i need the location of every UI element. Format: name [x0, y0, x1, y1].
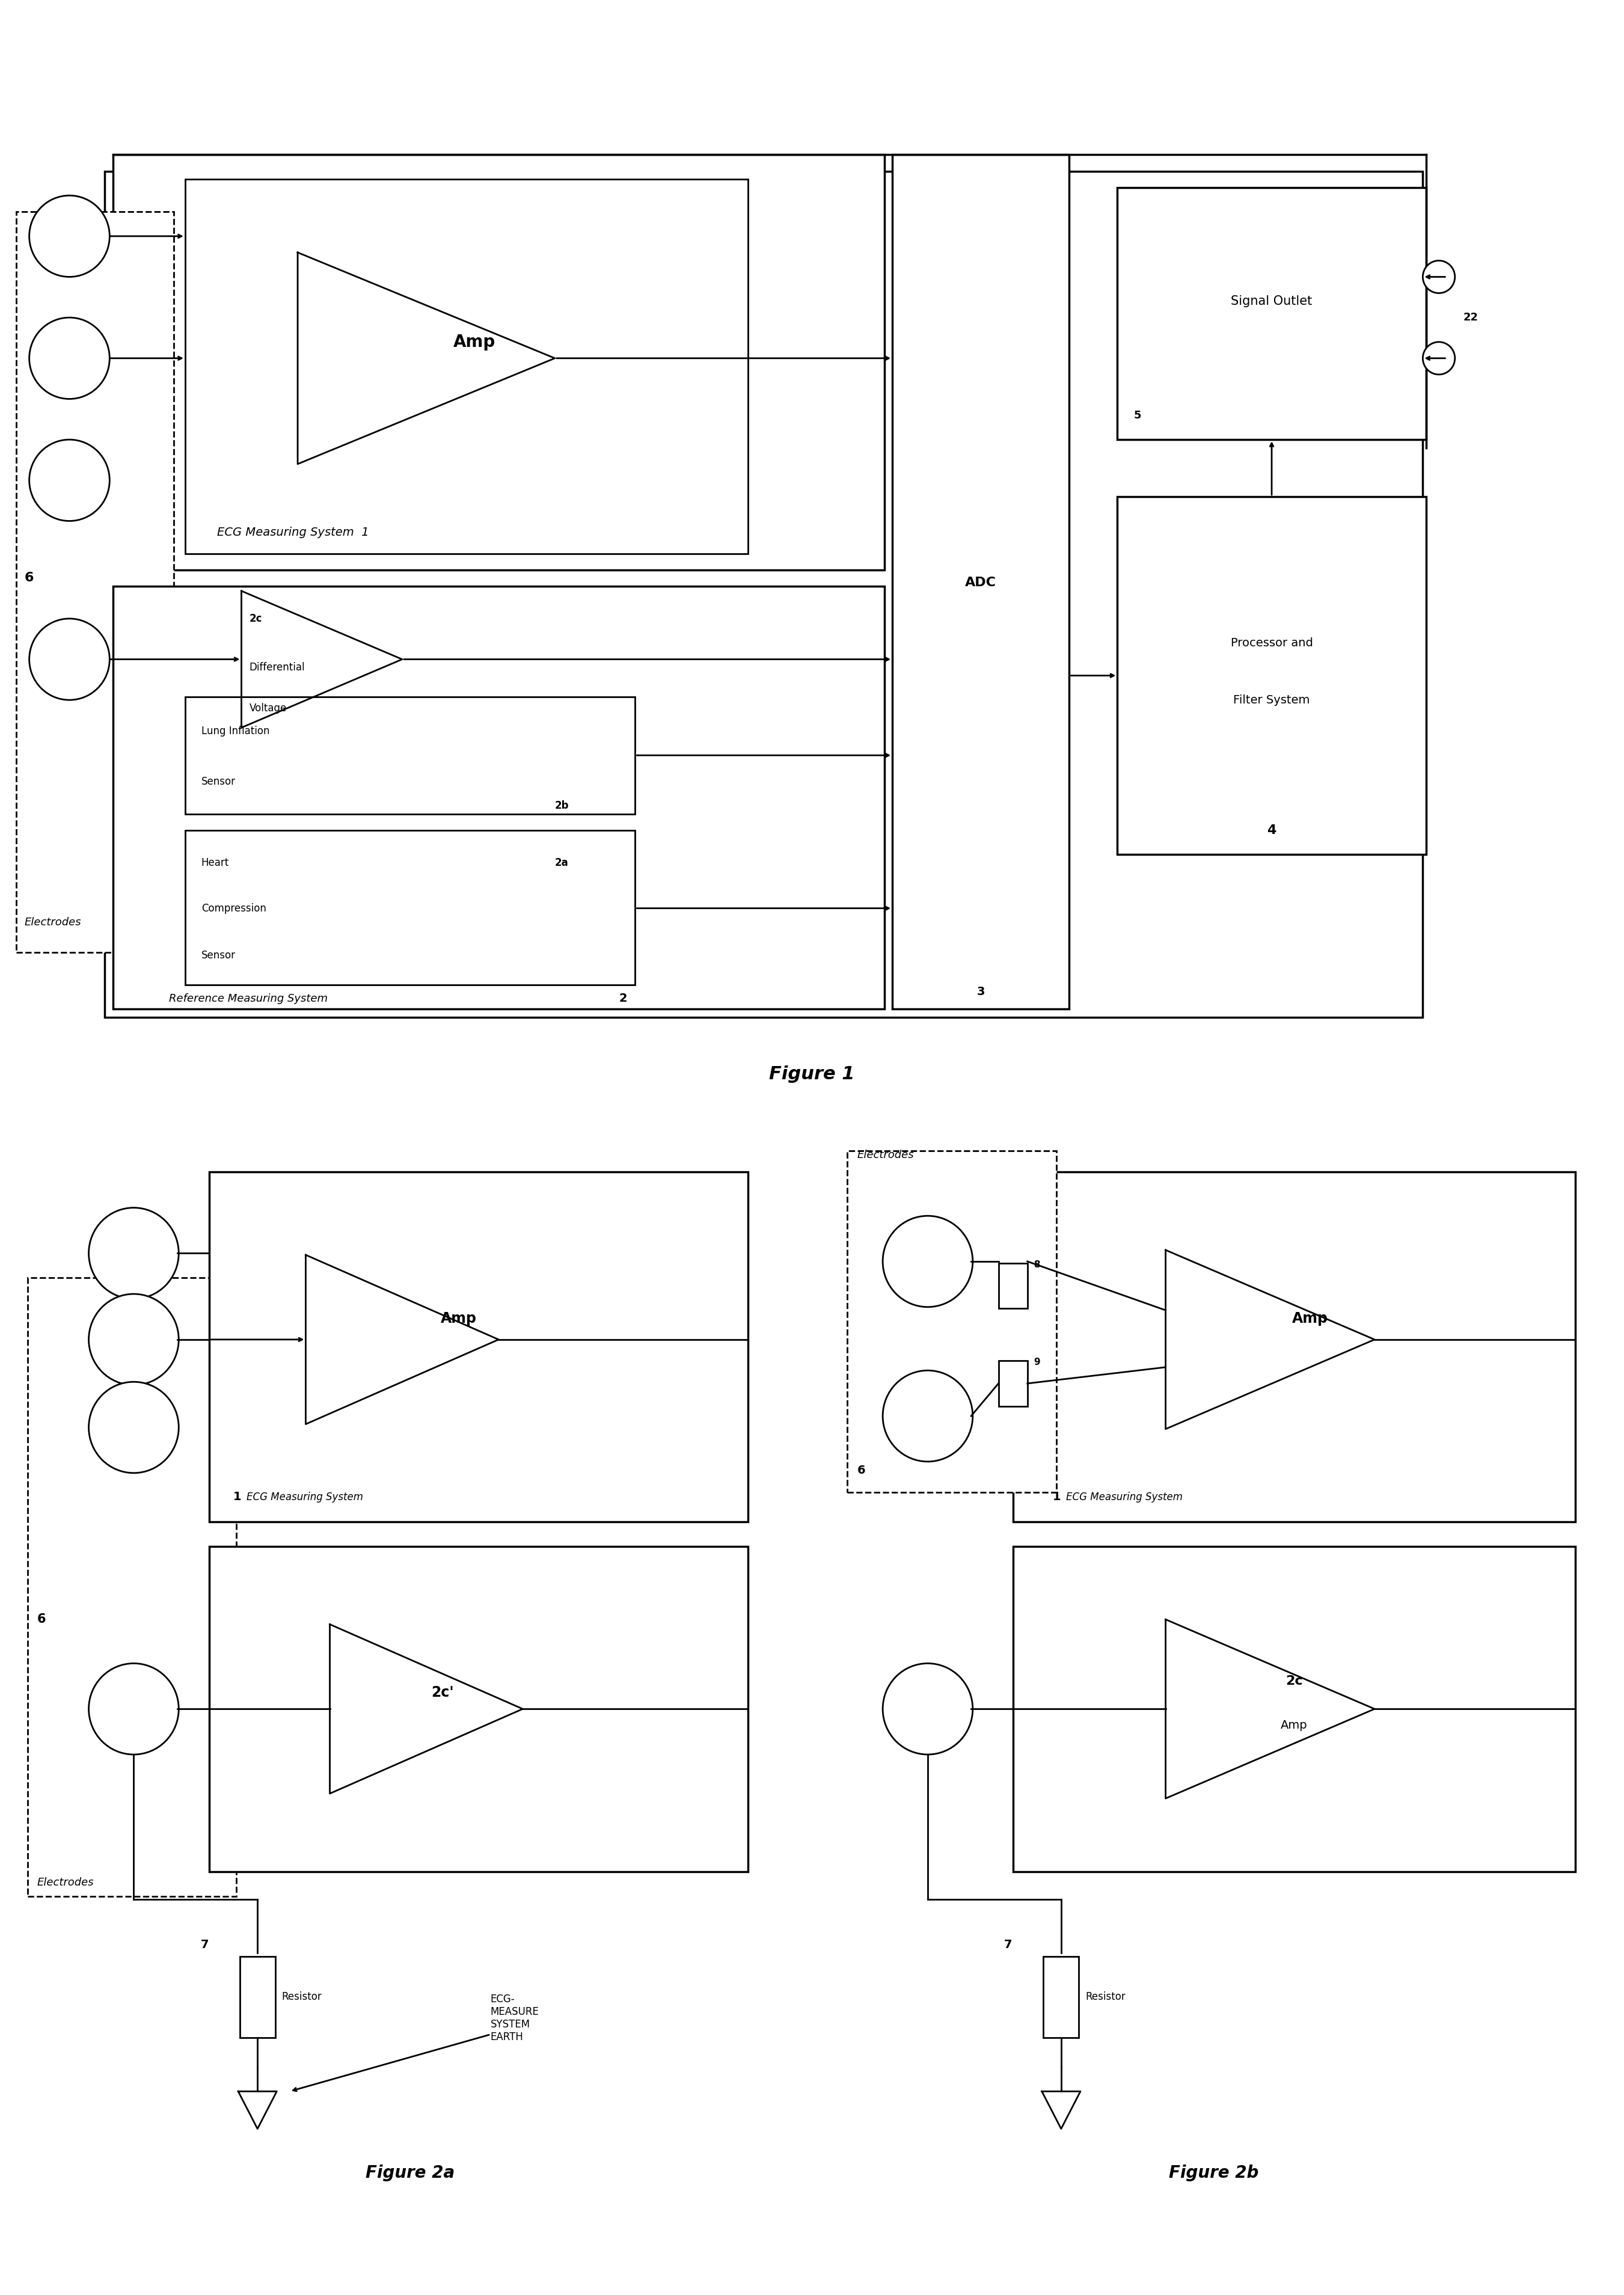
Circle shape — [883, 1664, 973, 1753]
Text: Filter System: Filter System — [1233, 695, 1311, 705]
Bar — [185, 179, 747, 553]
Text: 2: 2 — [619, 994, 627, 1005]
Bar — [209, 1547, 747, 1873]
Text: ECG-
MEASURE
SYSTEM
EARTH: ECG- MEASURE SYSTEM EARTH — [490, 1994, 539, 2043]
Text: Lung Inflation: Lung Inflation — [201, 725, 270, 737]
Bar — [28, 1278, 237, 1896]
Text: 7: 7 — [1004, 1939, 1012, 1951]
Circle shape — [883, 1370, 973, 1462]
Text: 2c': 2c' — [430, 1685, 453, 1701]
Bar — [999, 1262, 1028, 1308]
Bar — [16, 211, 174, 952]
Circle shape — [29, 317, 109, 399]
Circle shape — [883, 1216, 973, 1306]
Text: Electrodes: Electrodes — [857, 1150, 914, 1161]
Text: 8: 8 — [1034, 1260, 1041, 1269]
Circle shape — [29, 195, 109, 278]
Text: 2a: 2a — [555, 858, 568, 868]
Text: Figure 2a: Figure 2a — [365, 2164, 455, 2180]
Circle shape — [89, 1664, 179, 1753]
Bar — [112, 154, 885, 569]
Circle shape — [89, 1294, 179, 1386]
Text: Amp: Amp — [453, 333, 495, 351]
Bar — [1117, 188, 1426, 441]
Text: 6: 6 — [857, 1464, 866, 1476]
Text: Electrodes: Electrodes — [24, 918, 81, 927]
Text: Heart: Heart — [201, 858, 229, 868]
Text: 4: 4 — [1267, 824, 1276, 835]
Bar — [999, 1361, 1028, 1407]
Text: Signal Outlet: Signal Outlet — [1231, 296, 1312, 308]
Circle shape — [1423, 342, 1455, 374]
Text: 2c: 2c — [1286, 1675, 1302, 1687]
Bar — [892, 154, 1069, 1010]
Text: Sensor: Sensor — [201, 950, 235, 962]
Bar — [1013, 1547, 1575, 1873]
Circle shape — [89, 1382, 179, 1473]
Text: ECG Measuring System: ECG Measuring System — [247, 1492, 362, 1503]
Bar — [106, 172, 1423, 1017]
Bar — [112, 585, 885, 1010]
Bar — [185, 831, 635, 985]
Text: 9: 9 — [1034, 1359, 1041, 1368]
Text: ECG Measuring System: ECG Measuring System — [1065, 1492, 1182, 1503]
Text: 6: 6 — [37, 1613, 45, 1625]
Circle shape — [29, 620, 109, 700]
Text: Sensor: Sensor — [201, 776, 235, 787]
Text: Processor and: Processor and — [1231, 638, 1312, 649]
Bar — [1044, 1955, 1078, 2038]
Text: 1: 1 — [1052, 1492, 1060, 1503]
Text: Reference Measuring System: Reference Measuring System — [169, 994, 328, 1005]
Text: Voltage: Voltage — [250, 702, 287, 714]
Text: 22: 22 — [1463, 312, 1478, 324]
Bar — [185, 698, 635, 815]
Bar — [240, 1955, 274, 2038]
Text: ADC: ADC — [965, 576, 997, 590]
Text: Amp: Amp — [1281, 1719, 1307, 1730]
Text: 1: 1 — [234, 1492, 242, 1503]
Bar — [848, 1150, 1056, 1492]
Text: 2b: 2b — [555, 801, 568, 810]
Text: 7: 7 — [200, 1939, 208, 1951]
Text: 3: 3 — [976, 987, 984, 998]
Circle shape — [1423, 262, 1455, 294]
Text: 2c: 2c — [250, 613, 263, 624]
Bar — [1117, 496, 1426, 854]
Text: ECG Measuring System  1: ECG Measuring System 1 — [218, 526, 369, 537]
Text: Amp: Amp — [1293, 1310, 1328, 1327]
Text: Electrodes: Electrodes — [37, 1877, 94, 1889]
Text: 5: 5 — [1134, 411, 1142, 420]
Text: Resistor: Resistor — [1085, 1992, 1125, 2004]
Text: Figure 1: Figure 1 — [770, 1065, 854, 1083]
Text: Differential: Differential — [250, 661, 305, 672]
Text: Compression: Compression — [201, 902, 266, 913]
Text: Resistor: Resistor — [281, 1992, 322, 2004]
Circle shape — [29, 441, 109, 521]
Bar — [209, 1173, 747, 1522]
Bar — [1013, 1173, 1575, 1522]
Text: Figure 2b: Figure 2b — [1169, 2164, 1259, 2180]
Circle shape — [89, 1207, 179, 1299]
Text: 6: 6 — [24, 571, 34, 583]
Text: Amp: Amp — [440, 1310, 476, 1327]
